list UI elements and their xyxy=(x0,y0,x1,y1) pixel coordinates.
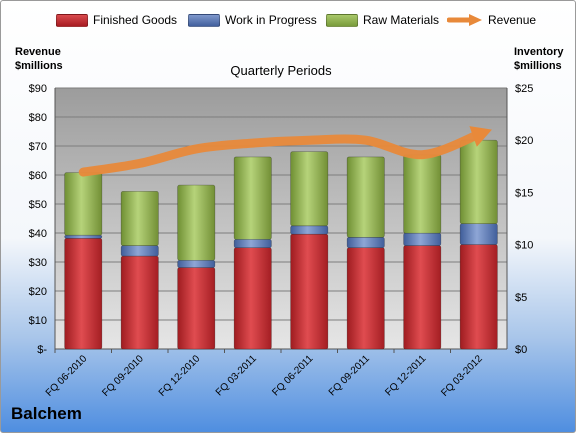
right-tick-label: $20 xyxy=(515,135,533,147)
left-tick-label: $30 xyxy=(29,257,47,269)
left-axis-title: Revenue $millions xyxy=(15,45,63,73)
bar-raw-materials xyxy=(177,184,216,261)
revenue-line xyxy=(78,129,484,177)
legend-label-revenue: Revenue xyxy=(488,13,537,27)
bar-raw-materials xyxy=(346,156,385,238)
left-tick-label: $10 xyxy=(29,315,47,327)
bar-work-in-progress xyxy=(346,236,385,249)
legend-finished-goods: Finished Goods xyxy=(56,13,177,27)
company-name: Balchem xyxy=(11,404,82,423)
bar-work-in-progress xyxy=(177,259,216,268)
bar-finished-goods xyxy=(120,255,159,350)
left-tick-label: $50 xyxy=(29,199,47,211)
bar-raw-materials xyxy=(120,191,159,246)
legend-revenue: Revenue xyxy=(447,13,536,27)
right-tick-label: $10 xyxy=(515,240,533,252)
revenue-arrow-head xyxy=(469,126,492,147)
legend-label-finished-goods: Finished Goods xyxy=(93,13,178,27)
bar-raw-materials xyxy=(403,154,442,234)
right-tick-label: $25 xyxy=(515,83,533,95)
bar-raw-materials xyxy=(290,151,329,227)
left-axis-title-line-1: Revenue xyxy=(15,46,61,58)
x-tick-label: FQ 03-2011 xyxy=(214,353,259,398)
legend-label-raw-materials: Raw Materials xyxy=(363,13,440,27)
x-tick-label: FQ 06-2011 xyxy=(270,353,315,398)
right-tick-label: $5 xyxy=(515,292,527,304)
left-tick-label: $80 xyxy=(29,112,47,124)
bar-raw-materials xyxy=(459,139,498,225)
x-tick-label: FQ 09-2011 xyxy=(327,353,372,398)
left-tick-label: $90 xyxy=(29,83,47,95)
bar-work-in-progress xyxy=(459,223,498,245)
bar-finished-goods xyxy=(177,267,216,350)
bar-raw-materials xyxy=(233,156,272,240)
bar-finished-goods xyxy=(346,247,385,350)
right-tick-label: $0 xyxy=(515,344,527,356)
left-tick-label: $70 xyxy=(29,141,47,153)
bar-work-in-progress xyxy=(64,234,103,239)
left-tick-label: $40 xyxy=(29,228,47,240)
left-tick-label: $60 xyxy=(29,170,47,182)
right-axis-title-line-1: Inventory xyxy=(514,46,564,58)
bar-finished-goods xyxy=(403,245,442,350)
left-tick-label: $- xyxy=(37,344,47,356)
x-tick-label: FQ 03-2012 xyxy=(439,353,485,399)
x-tick-label: FQ 12-2010 xyxy=(157,353,203,399)
right-tick-label: $15 xyxy=(515,187,533,199)
legend-label-work-in-progress: Work in Progress xyxy=(225,13,317,27)
chart-title: Quarterly Periods xyxy=(230,63,332,78)
left-tick-label: $20 xyxy=(29,286,47,298)
bar-finished-goods xyxy=(459,244,498,350)
legend-work-in-progress: Work in Progress xyxy=(188,13,317,27)
legend-swatch-finished-goods xyxy=(56,13,88,27)
bar-finished-goods xyxy=(290,233,329,350)
bar-finished-goods xyxy=(64,238,103,350)
bar-raw-materials xyxy=(64,172,103,236)
bar-work-in-progress xyxy=(120,245,159,257)
bar-work-in-progress xyxy=(290,225,329,235)
x-tick-label: FQ 06-2010 xyxy=(44,353,90,399)
right-axis-title: Inventory $millions xyxy=(514,45,564,73)
left-axis-title-line-2: $millions xyxy=(15,60,63,72)
bar-finished-goods xyxy=(233,247,272,350)
legend-swatch-raw-materials xyxy=(326,13,358,27)
legend-arrow-icon xyxy=(447,14,482,26)
x-tick-label: FQ 12-2011 xyxy=(383,353,428,398)
bar-work-in-progress xyxy=(403,232,442,246)
x-tick-label: FQ 09-2010 xyxy=(100,353,146,399)
legend-raw-materials: Raw Materials xyxy=(326,13,439,27)
right-axis-title-line-2: $millions xyxy=(514,60,562,72)
bar-work-in-progress xyxy=(233,239,272,249)
legend-swatch-work-in-progress xyxy=(188,13,220,27)
